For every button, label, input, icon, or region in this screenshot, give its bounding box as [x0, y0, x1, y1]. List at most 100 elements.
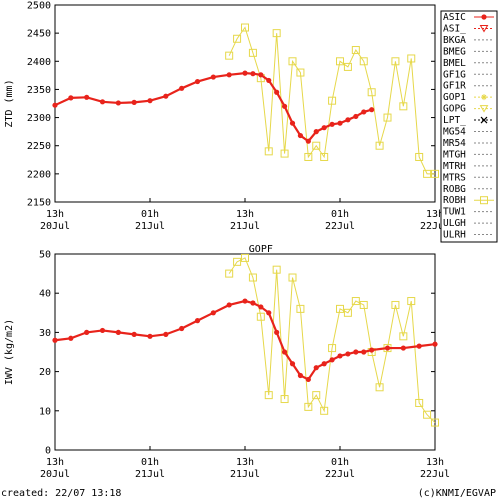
iwv-data-point	[313, 365, 319, 371]
iwv-data-point	[400, 345, 406, 351]
legend-label: TUW1	[443, 207, 466, 218]
ztd-data-point	[115, 100, 121, 106]
ztd-data-point	[320, 152, 329, 161]
iwv-data-point	[305, 376, 311, 383]
ztd-data-point	[367, 88, 376, 97]
iwv-panel: 0102030405013h20Jul01h21Jul13h21Jul01h22…	[4, 244, 450, 480]
legend-label: GOP1	[443, 92, 466, 103]
ztd-data-point	[304, 152, 313, 161]
iwv-data-point	[115, 329, 121, 335]
ztd-y-tick-label: 2300	[27, 113, 51, 124]
legend-label: GF1R	[443, 81, 466, 92]
ztd-data-point	[313, 129, 319, 135]
iwv-x-tick-date: 22Jul	[325, 469, 355, 480]
ztd-data-point	[353, 113, 359, 120]
legend-label: MG54	[443, 127, 466, 138]
iwv-data-point	[242, 298, 248, 304]
ztd-x-tick-label: 13h	[236, 209, 254, 220]
ztd-data-point	[369, 107, 375, 113]
ztd-x-tick-label: 13h	[426, 209, 444, 220]
iwv-x-tick-date: 20Jul	[40, 469, 70, 480]
iwv-data-point	[329, 357, 335, 363]
ztd-x-tick-date: 22Jul	[325, 221, 355, 232]
created-timestamp: created: 22/07 13:18	[1, 488, 121, 499]
iwv-data-point	[361, 349, 367, 355]
iwv-data-point	[337, 353, 343, 359]
legend-entry: GF1R	[443, 81, 494, 92]
iwv-x-tick-date: 22Jul	[420, 469, 450, 480]
iwv-x-tick-label: 01h	[141, 457, 159, 468]
legend-label: MR54	[443, 138, 466, 149]
iwv-data-point	[68, 335, 74, 341]
ztd-data-point	[305, 138, 311, 144]
iwv-data-point	[399, 332, 408, 341]
legend-entry: LPT_	[443, 115, 494, 126]
iwv-data-point	[336, 304, 344, 313]
iwv-data-point	[289, 361, 296, 367]
ztd-data-point	[336, 57, 344, 66]
ztd-data-point	[415, 152, 424, 161]
ztd-data-point	[68, 95, 74, 101]
ztd-y-tick-label: 2150	[27, 198, 51, 209]
ztd-data-point	[241, 23, 249, 32]
iwv-data-point	[304, 402, 313, 411]
ztd-data-point	[297, 132, 304, 139]
copyright-credit: (c)KNMI/EGVAP	[418, 488, 496, 499]
iwv-x-tick-label: 13h	[236, 457, 254, 468]
iwv-data-point	[194, 318, 201, 324]
legend-label: MTRS	[443, 172, 466, 183]
iwv-data-point	[312, 391, 321, 400]
legend-label: ULGH	[443, 218, 466, 229]
ztd-data-point	[280, 149, 289, 158]
iwv-series-asic	[52, 298, 438, 383]
iwv-data-point	[351, 297, 360, 306]
ztd-y-axis-label: ZTD (mm)	[4, 79, 15, 127]
ztd-data-point	[272, 29, 281, 38]
iwv-y-tick-label: 30	[39, 328, 51, 339]
iwv-data-point	[179, 325, 185, 332]
ztd-series-line	[54, 72, 372, 143]
ztd-data-point	[264, 147, 273, 156]
ztd-x-tick-date: 20Jul	[40, 221, 70, 232]
iwv-data-point	[226, 302, 232, 308]
iwv-x-tick-label: 01h	[331, 457, 349, 468]
ztd-data-point	[399, 102, 408, 111]
iwv-y-tick-label: 0	[45, 446, 51, 457]
ztd-data-point	[361, 109, 367, 115]
ztd-data-point	[383, 113, 392, 122]
ztd-data-point	[312, 141, 321, 150]
iwv-data-point	[407, 297, 416, 306]
ztd-data-point	[281, 103, 288, 109]
iwv-plot-frame	[54, 253, 436, 451]
legend-swatch-marker	[480, 116, 488, 124]
legend-entry: BMEL	[443, 58, 494, 69]
ztd-data-point	[321, 125, 327, 131]
legend-label: BKGA	[443, 35, 466, 46]
iwv-data-point	[369, 347, 375, 353]
iwv-x-tick-label: 13h	[426, 457, 444, 468]
ztd-data-point	[391, 57, 400, 66]
iwv-data-point	[416, 343, 422, 349]
ztd-y-tick-label: 2450	[27, 29, 51, 40]
iwv-data-point	[210, 310, 216, 316]
ztd-x-tick-label: 13h	[46, 209, 64, 220]
legend-entry: MG54	[443, 127, 494, 138]
legend-swatch-marker	[481, 94, 487, 101]
iwv-data-point	[375, 383, 384, 392]
ztd-data-point	[274, 89, 280, 95]
ztd-data-point	[84, 94, 90, 100]
legend-entry: ROBG	[443, 184, 494, 195]
iwv-data-point	[415, 398, 424, 407]
ztd-data-point	[345, 117, 351, 123]
ztd-data-point	[226, 72, 232, 78]
ztd-x-tick-label: 01h	[141, 209, 159, 220]
ztd-data-point	[329, 121, 335, 127]
legend-label: ASI_	[443, 23, 466, 34]
ztd-y-tick-label: 2400	[27, 57, 51, 68]
legend-label: GF1G	[443, 69, 466, 80]
legend-label: ULRH	[443, 230, 466, 241]
ztd-data-point	[343, 62, 352, 71]
iwv-x-tick-date: 21Jul	[135, 469, 165, 480]
iwv-y-axis-label: IWV (kg/m2)	[4, 319, 15, 385]
